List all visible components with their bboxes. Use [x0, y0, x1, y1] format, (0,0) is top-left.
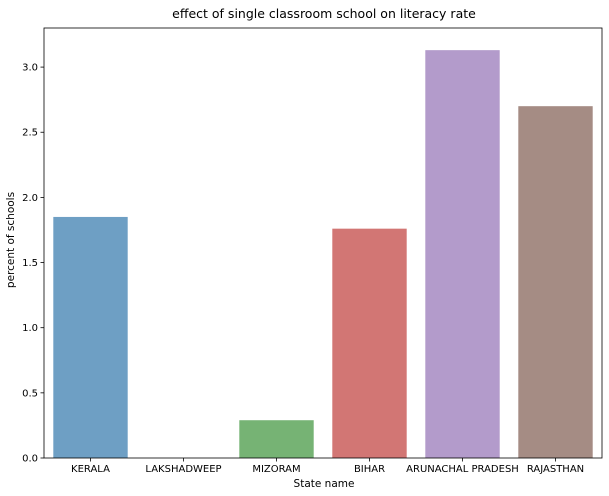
bar-mizoram: [239, 420, 314, 458]
y-axis: 0.0 0.5 1.0 1.5 2.0 2.5 3.0: [22, 63, 44, 465]
y-tick-label: 0.5: [22, 388, 38, 399]
x-tick-label: ARUNACHAL PRADESH: [406, 464, 519, 475]
x-tick-label: LAKSHADWEEP: [145, 464, 221, 475]
y-tick-label: 2.5: [22, 128, 38, 139]
x-tick-label: BIHAR: [354, 464, 385, 475]
bar-kerala: [53, 216, 128, 458]
plot-frame: [43, 27, 603, 459]
y-axis-label: percent of schools: [5, 192, 17, 288]
x-tick-label: KERALA: [71, 464, 110, 475]
x-tick-label: MIZORAM: [252, 464, 300, 475]
y-tick-label: 1.0: [22, 323, 38, 334]
bar-rajasthan: [518, 106, 593, 458]
bar-arunachal-pradesh: [425, 50, 500, 458]
y-tick-label: 1.5: [22, 258, 38, 269]
chart-title: effect of single classroom school on lit…: [172, 6, 476, 21]
bar-bihar: [332, 228, 407, 458]
bars-group: [53, 50, 593, 458]
x-axis: KERALA LAKSHADWEEP MIZORAM BIHAR ARUNACHAL P…: [71, 458, 584, 475]
y-tick-label: 2.0: [22, 193, 38, 204]
x-tick-label: RAJASTHAN: [527, 464, 584, 475]
y-tick-label: 0.0: [22, 454, 38, 465]
y-tick-label: 3.0: [22, 63, 38, 74]
x-axis-label: State name: [294, 478, 355, 490]
